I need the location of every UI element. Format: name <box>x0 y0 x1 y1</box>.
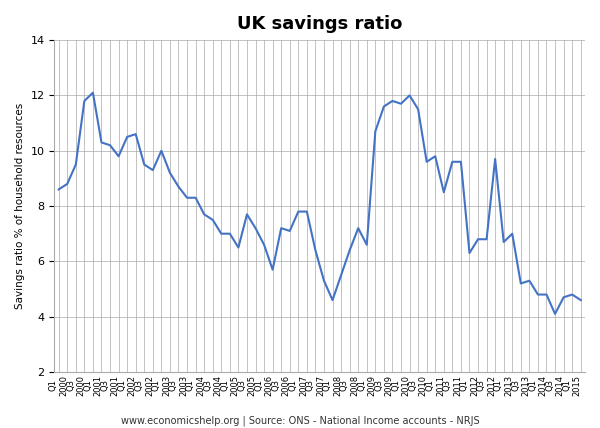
Text: www.economicshelp.org | Source: ONS - National Income accounts - NRJS: www.economicshelp.org | Source: ONS - Na… <box>121 416 479 426</box>
Y-axis label: Savings ratio % of household resources: Savings ratio % of household resources <box>15 103 25 309</box>
Title: UK savings ratio: UK savings ratio <box>237 15 403 33</box>
